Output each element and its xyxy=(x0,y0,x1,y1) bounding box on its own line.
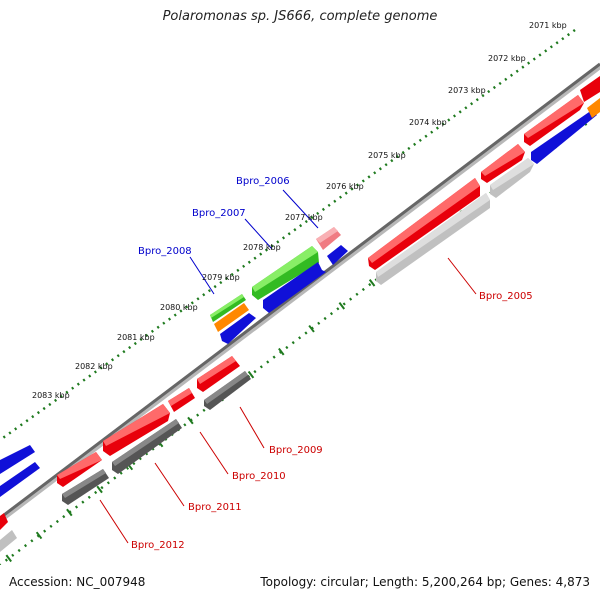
feature-dark-c[interactable] xyxy=(62,469,109,505)
feature-reverse-a[interactable] xyxy=(263,262,326,313)
feature-forward-edge[interactable] xyxy=(0,513,8,530)
gene-label-bpro-2010[interactable]: Bpro_2010 xyxy=(232,471,286,482)
scale-labels: 2071 kbp 2072 kbp 2073 kbp 2074 kbp 2075 kbp… xyxy=(32,21,567,400)
tick-mark xyxy=(5,554,12,563)
scale-label: 2083 kbp xyxy=(32,391,70,400)
scale-label: 2077 kbp xyxy=(285,213,323,222)
feature-reverse-c[interactable] xyxy=(220,313,256,344)
feature-forward-c[interactable] xyxy=(580,76,600,102)
scale-label: 2082 kbp xyxy=(75,362,113,371)
feature-bpro-2007[interactable] xyxy=(252,246,319,300)
gene-label-bpro-2005[interactable]: Bpro_2005 xyxy=(479,291,533,302)
feature-bpro-2012[interactable] xyxy=(57,452,102,487)
feature-grey-b[interactable] xyxy=(490,158,534,198)
backbone-shadow xyxy=(0,63,600,523)
tick-mark xyxy=(96,485,103,494)
map-title: Polaromonas sp. JS666, complete genome xyxy=(162,9,438,24)
gene-label-bpro-2008[interactable]: Bpro_2008 xyxy=(138,246,192,257)
tick-mark xyxy=(278,347,285,356)
accession-text: Accession: NC_007948 xyxy=(9,575,146,589)
feature-bpro-2005[interactable] xyxy=(368,178,480,270)
gene-label-bpro-2011[interactable]: Bpro_2011 xyxy=(188,502,242,513)
tick-mark xyxy=(308,324,315,333)
feature-bpro-2006[interactable] xyxy=(316,227,341,250)
feature-forward-a[interactable] xyxy=(481,144,525,183)
tick-mark xyxy=(35,531,43,540)
scale-label: 2078 kbp xyxy=(243,243,281,252)
gene-label-bpro-2006[interactable]: Bpro_2006 xyxy=(236,176,290,187)
gene-labels: Bpro_2005 Bpro_2006 Bpro_2007 Bpro_2008 Bpro… xyxy=(131,176,533,551)
feature-bpro-2008[interactable] xyxy=(210,294,249,332)
scale-label: 2074 kbp xyxy=(409,118,447,127)
feature-grey-edge[interactable] xyxy=(0,530,17,552)
topology-summary: Topology: circular; Length: 5,200,264 bp… xyxy=(260,575,590,589)
scale-label: 2075 kbp xyxy=(368,151,406,160)
feature-reverse-e[interactable] xyxy=(0,445,40,497)
feature-dark-b[interactable] xyxy=(112,419,182,474)
feature-reverse-d[interactable] xyxy=(531,110,597,164)
tick-mark xyxy=(368,279,376,287)
feature-forward-b[interactable] xyxy=(524,95,584,146)
scale-label: 2073 kbp xyxy=(448,86,486,95)
tick-mark xyxy=(187,416,194,425)
feature-bpro-2009[interactable] xyxy=(197,356,240,392)
feature-dark-a[interactable] xyxy=(204,371,251,410)
feature-orange-edge[interactable] xyxy=(587,98,600,118)
scale-label: 2076 kbp xyxy=(326,182,364,191)
backbone xyxy=(0,62,600,520)
scale-label: 2072 kbp xyxy=(488,54,526,63)
scale-label: 2079 kbp xyxy=(202,273,240,282)
feature-reverse-b[interactable] xyxy=(327,245,348,265)
feature-bpro-2005-grey[interactable] xyxy=(376,193,490,285)
feature-bpro-2011[interactable] xyxy=(103,404,170,456)
tick-mark xyxy=(66,508,73,517)
scale-label: 2081 kbp xyxy=(117,333,155,342)
label-leaders xyxy=(99,189,477,544)
inner-scale-ring xyxy=(0,109,600,565)
gene-label-bpro-2012[interactable]: Bpro_2012 xyxy=(131,540,185,551)
feature-bpro-2010[interactable] xyxy=(168,388,195,412)
gene-label-bpro-2009[interactable]: Bpro_2009 xyxy=(269,445,323,456)
tick-mark xyxy=(247,370,255,379)
scale-label: 2071 kbp xyxy=(529,21,567,30)
scale-label: 2080 kbp xyxy=(160,303,198,312)
outer-scale-ring xyxy=(0,28,576,442)
gene-label-bpro-2007[interactable]: Bpro_2007 xyxy=(192,208,246,219)
tick-mark xyxy=(338,301,346,310)
